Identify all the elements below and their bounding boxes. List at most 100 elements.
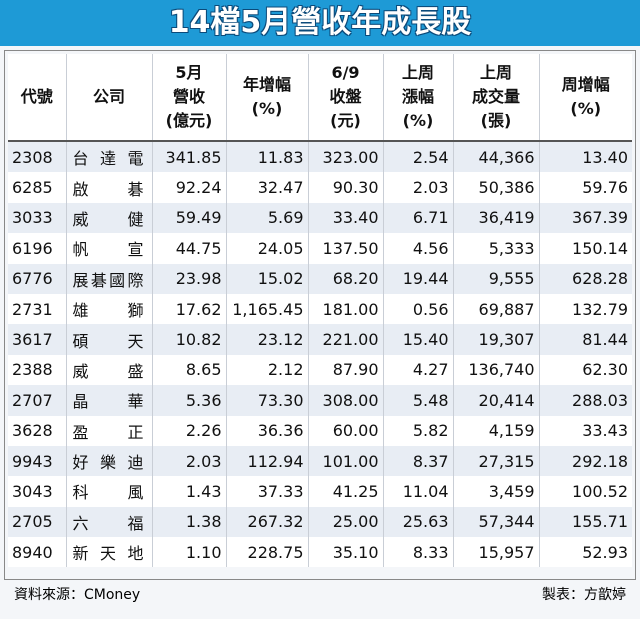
value-cell: 1.43 bbox=[151, 476, 226, 507]
value-cell: 13.40 bbox=[538, 141, 632, 173]
company-cell: 啟碁 bbox=[65, 172, 152, 203]
header-line: 5月 bbox=[175, 63, 203, 82]
code-cell: 2705 bbox=[8, 506, 66, 538]
value-cell: 52.93 bbox=[538, 537, 632, 568]
company-cell: 帆宣 bbox=[65, 233, 152, 264]
value-cell: 137.50 bbox=[307, 233, 383, 264]
value-cell: 2.12 bbox=[225, 354, 308, 386]
header-line: 上周 bbox=[479, 63, 512, 82]
header-row: 代號 公司 5月 營收 (億元) 年增幅 (%) 6/9 收盤 (元) 上周 漲幅 (%) 上周 成交量 (張… bbox=[8, 54, 632, 142]
header-line: (%) bbox=[251, 99, 283, 118]
column-header: 代號 bbox=[8, 54, 66, 142]
value-cell: 19,307 bbox=[452, 324, 539, 355]
value-cell: 2.26 bbox=[151, 415, 226, 446]
value-cell: 68.20 bbox=[307, 263, 383, 294]
value-cell: 27,315 bbox=[452, 445, 539, 477]
value-cell: 37.33 bbox=[225, 476, 308, 507]
value-cell: 24.05 bbox=[225, 233, 308, 264]
value-cell: 150.14 bbox=[538, 233, 632, 264]
value-cell: 9,555 bbox=[452, 263, 539, 294]
title: 14檔5月營收年成長股 bbox=[0, 0, 640, 46]
value-cell: 44.75 bbox=[151, 233, 226, 264]
value-cell: 4,159 bbox=[452, 415, 539, 446]
value-cell: 112.94 bbox=[225, 445, 308, 477]
value-cell: 60.00 bbox=[307, 415, 383, 446]
company-cell: 台達電 bbox=[65, 141, 152, 173]
value-cell: 5.36 bbox=[151, 385, 226, 416]
company-cell: 威盛 bbox=[65, 354, 152, 386]
code-cell: 6776 bbox=[8, 263, 66, 294]
company-cell: 盈正 bbox=[65, 415, 152, 446]
value-cell: 101.00 bbox=[307, 445, 383, 477]
value-cell: 181.00 bbox=[307, 293, 383, 325]
table-row: 2308 台達電 341.85 11.83 323.00 2.54 44,366 13.40 bbox=[8, 141, 632, 173]
value-cell: 1,165.45 bbox=[225, 293, 308, 325]
value-cell: 1.38 bbox=[151, 506, 226, 538]
table-row: 3628 盈正 2.26 36.36 60.00 5.82 4,159 33.43 bbox=[8, 415, 632, 446]
header-line: 6/9 bbox=[331, 63, 360, 82]
value-cell: 1.10 bbox=[151, 537, 226, 568]
value-cell: 69,887 bbox=[452, 293, 539, 325]
company-cell: 威健 bbox=[65, 202, 152, 234]
header-line: 漲幅 bbox=[401, 87, 434, 106]
table-frame bbox=[4, 50, 636, 580]
value-cell: 23.12 bbox=[225, 324, 308, 355]
value-cell: 20,414 bbox=[452, 385, 539, 416]
value-cell: 8.37 bbox=[382, 445, 453, 477]
value-cell: 8.33 bbox=[382, 537, 453, 568]
column-header: 上周 成交量 (張) bbox=[452, 54, 539, 142]
value-cell: 0.56 bbox=[382, 293, 453, 325]
table-row: 3617 碩天 10.82 23.12 221.00 15.40 19,307 81.44 bbox=[8, 324, 632, 355]
value-cell: 10.82 bbox=[151, 324, 226, 355]
table-row: 6196 帆宣 44.75 24.05 137.50 4.56 5,333 150.14 bbox=[8, 233, 632, 264]
value-cell: 2.54 bbox=[382, 141, 453, 173]
value-cell: 59.76 bbox=[538, 172, 632, 203]
company-cell: 展碁國際 bbox=[65, 263, 152, 294]
value-cell: 41.25 bbox=[307, 476, 383, 507]
value-cell: 367.39 bbox=[538, 202, 632, 234]
header-line: 公司 bbox=[92, 87, 125, 106]
value-cell: 288.03 bbox=[538, 385, 632, 416]
value-cell: 267.32 bbox=[225, 506, 308, 538]
header-line: 周增幅 bbox=[561, 75, 610, 94]
value-cell: 50,386 bbox=[452, 172, 539, 203]
source: 資料來源：CMoney bbox=[14, 587, 141, 603]
table-row: 2707 晶華 5.36 73.30 308.00 5.48 20,414 288.03 bbox=[8, 385, 632, 416]
value-cell: 15,957 bbox=[452, 537, 539, 568]
value-cell: 155.71 bbox=[538, 506, 632, 538]
value-cell: 15.40 bbox=[382, 324, 453, 355]
code-cell: 8940 bbox=[12, 542, 53, 562]
table-row: 2731 雄獅 17.62 1,165.45 181.00 0.56 69,887 132.7… bbox=[8, 293, 632, 325]
value-cell: 17.62 bbox=[151, 293, 226, 325]
value-cell: 81.44 bbox=[538, 324, 632, 355]
code-cell: 6196 bbox=[12, 238, 53, 258]
table-row: 8940 新天地 1.10 228.75 35.10 8.33 15,957 52.93 bbox=[8, 537, 632, 568]
value-cell: 628.28 bbox=[538, 263, 632, 294]
code-cell: 9943 bbox=[8, 445, 66, 477]
header-line: (元) bbox=[330, 111, 361, 130]
value-cell: 44,366 bbox=[452, 141, 539, 173]
value-cell: 3,459 bbox=[452, 476, 539, 507]
value-cell: 35.10 bbox=[307, 537, 383, 568]
code-cell: 3043 bbox=[12, 481, 53, 501]
value-cell: 73.30 bbox=[225, 385, 308, 416]
company-cell: 新天地 bbox=[65, 537, 152, 568]
value-cell: 19.44 bbox=[382, 263, 453, 294]
header-line: 代號 bbox=[20, 87, 53, 106]
column-header: 6/9 收盤 (元) bbox=[307, 54, 383, 142]
table-row: 6776 展碁國際 23.98 15.02 68.20 19.44 9,555 628.28 bbox=[8, 263, 632, 294]
company-cell: 六福 bbox=[65, 506, 152, 538]
value-cell: 36.36 bbox=[225, 415, 308, 446]
code-cell: 2308 bbox=[8, 141, 66, 173]
value-cell: 5,333 bbox=[452, 233, 539, 264]
table: 代號 公司 5月 營收 (億元) 年增幅 (%) 6/9 收盤 (元) 上周 漲幅 (%) 上周 成交量 (張… bbox=[8, 54, 632, 568]
value-cell: 36,419 bbox=[452, 202, 539, 234]
value-cell: 292.18 bbox=[538, 445, 632, 477]
header-line: (%) bbox=[570, 99, 602, 118]
table-row: 3043 科風 1.43 37.33 41.25 11.04 3,459 100.52 bbox=[8, 476, 632, 507]
value-cell: 136,740 bbox=[452, 354, 539, 386]
value-cell: 87.90 bbox=[307, 354, 383, 386]
column-header: 年增幅 (%) bbox=[225, 54, 308, 142]
value-cell: 59.49 bbox=[151, 202, 226, 234]
value-cell: 221.00 bbox=[307, 324, 383, 355]
